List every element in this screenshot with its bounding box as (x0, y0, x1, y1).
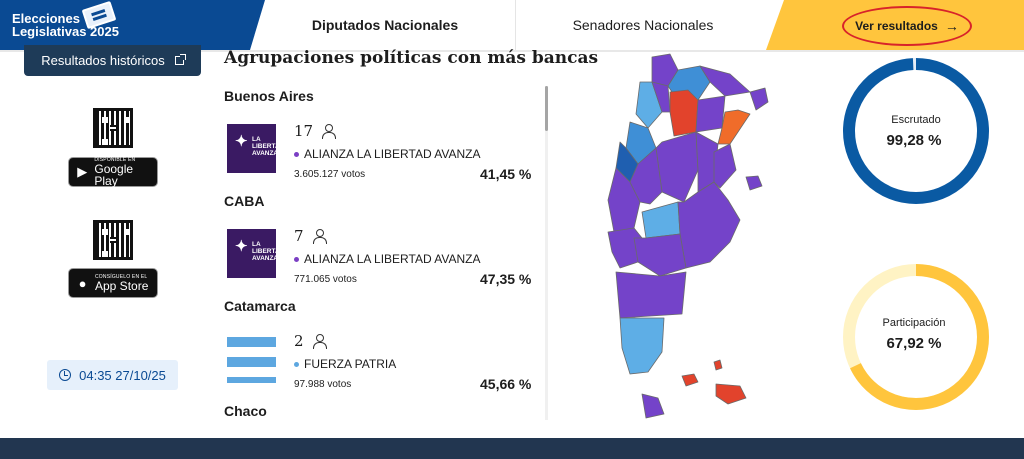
participacion-arc (843, 264, 989, 410)
party-color-dot (294, 256, 299, 262)
brand-line-2: Legislativas 2025 (12, 24, 119, 39)
brand-title: Elecciones Legislativas 2025 (12, 12, 119, 38)
seats-number: 17 (294, 122, 314, 140)
resultados-historicos-button[interactable]: Resultados históricos (24, 45, 201, 76)
map-islands-malvinas-west[interactable] (681, 373, 699, 387)
party-label: ALIANZA LA LIBERTAD AVANZA (304, 147, 481, 161)
party-logo-flag (227, 334, 276, 383)
province-name: Buenos Aires (224, 88, 314, 104)
vote-percent: 41,45 % (480, 166, 532, 182)
list-scrollbar-track[interactable] (545, 86, 548, 420)
escrutado-donut (843, 58, 989, 204)
list-item[interactable]: LA LIBERTAD AVANZA 7 ALIANZA LA LIBERTAD… (224, 212, 544, 290)
province-name: Chaco (224, 403, 267, 419)
play-store-icon: ▶ (77, 164, 88, 179)
map-province-chaco[interactable] (695, 95, 726, 133)
brand-logo[interactable]: Elecciones Legislativas 2025 (0, 0, 265, 50)
map-islands-malvinas-east[interactable] (715, 383, 747, 405)
vote-percent: 45,66 % (480, 376, 532, 392)
ver-resultados-button[interactable]: Ver resultados → (842, 6, 972, 46)
party-name: ALIANZA LA LIBERTAD AVANZA (294, 147, 481, 161)
map-province-santacruz[interactable] (619, 317, 665, 375)
list-item[interactable]: 2 FUERZA PATRIA 97.988 votos 45,66 % (224, 317, 544, 395)
map-province-santiago[interactable] (669, 89, 699, 137)
list-title: Agrupaciones políticas con más bancas (224, 48, 599, 68)
seats-number: 2 (294, 332, 304, 350)
argentina-results-map[interactable] (590, 52, 790, 427)
province-name: CABA (224, 193, 265, 209)
historic-label: Resultados históricos (41, 53, 165, 68)
map-province-rionegro[interactable] (633, 233, 687, 277)
map-province-buenosaires[interactable] (677, 181, 741, 269)
map-province-lapampa[interactable] (641, 201, 681, 239)
party-name: ALIANZA LA LIBERTAD AVANZA (294, 252, 481, 266)
map-province-formosa[interactable] (699, 65, 751, 97)
vote-percent: 47,35 % (480, 271, 532, 287)
tab-senadores[interactable]: Senadores Nacionales (515, 0, 770, 50)
seats-count: 2 (294, 332, 327, 350)
ver-resultados-label: Ver resultados (855, 19, 938, 33)
brand-line-1: Elecciones (12, 11, 80, 26)
party-logo-lla: LA LIBERTAD AVANZA (227, 229, 284, 278)
map-province-sanluis[interactable] (629, 147, 663, 205)
arrow-right-icon: → (944, 18, 959, 34)
votes-count: 771.065 votos (294, 274, 357, 285)
header-divider (0, 50, 1024, 52)
top-header: Elecciones Legislativas 2025 Diputados N… (0, 0, 1024, 50)
person-icon (312, 229, 327, 244)
app-store-badge[interactable]: ● Consíguelo en el App Store (68, 268, 158, 298)
update-time-chip: 04:35 27/10/25 (47, 360, 178, 390)
tab-diputados[interactable]: Diputados Nacionales (311, 17, 459, 33)
page-footer (0, 438, 1024, 459)
qr-code-google-play (93, 108, 133, 148)
participacion-value: 67,92 % (886, 335, 942, 352)
party-name: FUERZA PATRIA (294, 357, 396, 371)
party-color-dot (294, 361, 299, 367)
province-name: Catamarca (224, 298, 296, 314)
google-play-badge[interactable]: ▶ DISPONIBLE EN Google Play (68, 157, 158, 187)
list-item[interactable]: LA LIBERTAD AVANZA 17 ALIANZA LA LIBERTA… (224, 107, 544, 185)
participacion-donut (843, 264, 989, 410)
update-timestamp: 04:35 27/10/25 (79, 367, 166, 383)
votes-count: 97.988 votos (294, 379, 352, 390)
map-province-caba[interactable] (745, 175, 763, 191)
person-icon (322, 124, 337, 139)
google-badge-big: Google Play (94, 161, 134, 188)
participacion-label: Participación (882, 317, 946, 329)
seats-count: 17 (294, 122, 337, 140)
apple-badge-small: Consíguelo en el (95, 273, 148, 280)
votes-count: 3.605.127 votos (294, 169, 366, 180)
apple-icon: ● (78, 275, 87, 291)
escrutado-value: 99,28 % (886, 132, 942, 149)
party-logo-lla: LA LIBERTAD AVANZA (227, 124, 284, 173)
apple-badge-big: App Store (95, 278, 149, 293)
map-province-chubut[interactable] (615, 271, 687, 319)
person-icon (312, 334, 327, 349)
map-province-tierradelfuego[interactable] (641, 393, 665, 419)
clock-icon (59, 369, 72, 381)
party-color-dot (294, 151, 299, 157)
party-list[interactable]: Buenos Aires LA LIBERTAD AVANZA 17 ALIAN… (224, 80, 544, 420)
escrutado-label: Escrutado (891, 114, 941, 126)
list-scrollbar-thumb[interactable] (545, 86, 548, 131)
escrutado-arc (843, 58, 989, 204)
google-badge-small: DISPONIBLE EN (94, 156, 136, 163)
qr-code-app-store (93, 220, 133, 260)
seats-number: 7 (294, 227, 304, 245)
seats-count: 7 (294, 227, 327, 245)
map-province-misiones[interactable] (749, 87, 769, 111)
external-link-icon (174, 54, 186, 65)
party-label: FUERZA PATRIA (304, 357, 397, 371)
map-island-small[interactable] (713, 359, 723, 371)
results-banner: Ver resultados → (766, 0, 1024, 50)
map-province-entrerios[interactable] (713, 143, 737, 189)
party-label: ALIANZA LA LIBERTAD AVANZA (304, 252, 481, 266)
